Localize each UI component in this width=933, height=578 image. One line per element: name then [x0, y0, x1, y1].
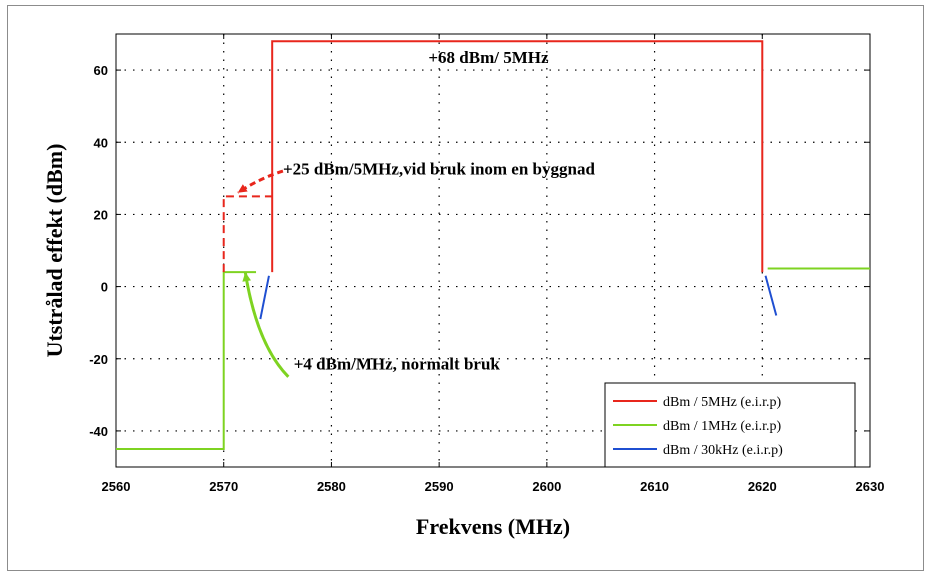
y-tick-label: 20	[94, 207, 108, 222]
legend-label: dBm / 1MHz (e.i.r.p)	[663, 419, 782, 434]
annotations: +68 dBm/ 5MHz +25 dBm/5MHz,vid bruk inom …	[236, 48, 596, 378]
legend: dBm / 5MHz (e.i.r.p) dBm / 1MHz (e.i.r.p)…	[604, 382, 856, 468]
chart: 2560 2570 2580 2590 2600 2610 2620 2630 -40 -20 0 2…	[42, 33, 884, 539]
annotation-arrowhead	[242, 272, 251, 282]
x-tick-label: 2560	[102, 479, 131, 494]
y-tick-label: 40	[94, 135, 108, 150]
annotation-arrow	[243, 271, 290, 378]
x-tick-label: 2590	[425, 479, 454, 494]
series-line	[764, 275, 778, 316]
legend-label: dBm / 30kHz (e.i.r.p)	[663, 443, 783, 458]
x-tick-label: 2570	[209, 479, 238, 494]
x-tick-label: 2620	[748, 479, 777, 494]
x-tick-label: 2580	[317, 479, 346, 494]
y-axis-label: Utstrålad effekt (dBm)	[42, 144, 67, 358]
ticks: 2560 2570 2580 2590 2600 2610 2620 2630 -40 -20 0 2…	[89, 34, 884, 494]
series-line	[116, 271, 257, 450]
annotation-arrowhead	[237, 184, 248, 193]
legend-label: dBm / 5MHz (e.i.r.p)	[663, 395, 782, 410]
x-tick-label: 2630	[856, 479, 885, 494]
annotation-text: +68 dBm/ 5MHz	[428, 48, 549, 67]
figure-frame: 2560 2570 2580 2590 2600 2610 2620 2630 -40 -20 0 2…	[7, 5, 924, 571]
series-lines	[116, 40, 870, 450]
x-tick-label: 2600	[532, 479, 561, 494]
indoor-limit-line	[222, 195, 273, 273]
annotation-text: +4 dBm/MHz, normalt bruk	[294, 355, 501, 374]
y-tick-label: -40	[89, 424, 108, 439]
plot-area	[115, 33, 871, 468]
x-axis-label: Frekvens (MHz)	[416, 514, 570, 539]
y-tick-label: -20	[89, 352, 108, 367]
annotation-text: +25 dBm/5MHz,vid bruk inom en byggnad	[283, 160, 596, 179]
series-line	[259, 275, 270, 320]
y-tick-label: 0	[101, 280, 108, 295]
y-tick-label: 60	[94, 63, 108, 78]
series-line	[271, 40, 764, 273]
x-tick-label: 2610	[640, 479, 669, 494]
